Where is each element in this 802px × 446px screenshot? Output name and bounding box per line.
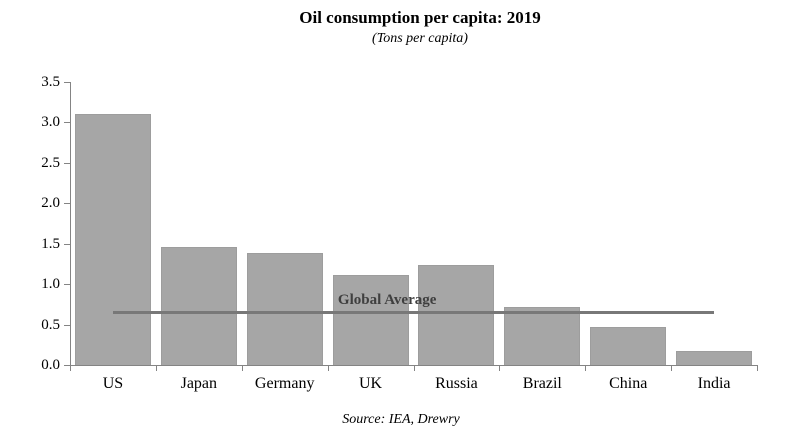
x-category-label-india: India xyxy=(697,375,731,392)
bar-russia xyxy=(418,264,495,365)
y-tick-mark xyxy=(64,82,70,83)
y-tick-label: 0.5 xyxy=(41,316,60,333)
x-category-label-brazil: Brazil xyxy=(522,375,562,392)
x-tick-mark xyxy=(70,366,71,371)
x-category-label-germany: Germany xyxy=(254,375,315,392)
x-tick-mark xyxy=(414,366,415,371)
y-tick-mark xyxy=(64,324,70,326)
y-tick-mark xyxy=(64,365,70,366)
bar-germany xyxy=(246,252,323,365)
chart-title: Oil consumption per capita: 2019 xyxy=(299,8,541,27)
y-tick-label: 2.5 xyxy=(41,154,60,171)
source-note: Source: IEA, Drewry xyxy=(342,412,460,427)
bar-brazil xyxy=(504,306,581,365)
x-category-label-japan: Japan xyxy=(180,375,218,392)
y-tick-mark xyxy=(64,162,70,164)
bar-china xyxy=(590,326,667,365)
bar-us xyxy=(74,114,151,365)
x-category-label-us: US xyxy=(102,375,124,392)
x-tick-mark xyxy=(757,366,758,371)
x-tick-mark xyxy=(499,366,500,371)
y-tick-label: 0.0 xyxy=(41,357,60,373)
y-tick-label: 1.5 xyxy=(41,235,60,252)
x-tick-mark xyxy=(585,366,586,371)
x-axis-line xyxy=(70,365,758,366)
x-tick-mark xyxy=(328,366,329,371)
x-category-label-russia: Russia xyxy=(435,375,478,392)
bar-uk xyxy=(332,275,409,365)
y-tick-mark xyxy=(64,203,70,205)
y-tick-label: 2.0 xyxy=(41,195,60,212)
x-tick-mark xyxy=(671,366,672,371)
chart-subtitle: (Tons per capita) xyxy=(372,31,468,46)
global-average-line xyxy=(112,311,715,315)
x-tick-mark xyxy=(156,366,157,371)
y-axis-line xyxy=(70,82,71,366)
x-category-label-uk: UK xyxy=(359,375,383,392)
y-tick-label: 3.0 xyxy=(41,114,60,131)
y-tick-label: 3.5 xyxy=(41,74,60,90)
x-tick-mark xyxy=(242,366,243,371)
y-tick-mark xyxy=(64,243,70,245)
x-category-label-china: China xyxy=(609,375,648,392)
bar-japan xyxy=(160,246,237,365)
global-average-label: Global Average xyxy=(337,292,437,309)
y-tick-mark xyxy=(64,284,70,286)
y-tick-mark xyxy=(64,122,70,124)
bar-india xyxy=(676,351,753,365)
y-tick-label: 1.0 xyxy=(41,276,60,293)
